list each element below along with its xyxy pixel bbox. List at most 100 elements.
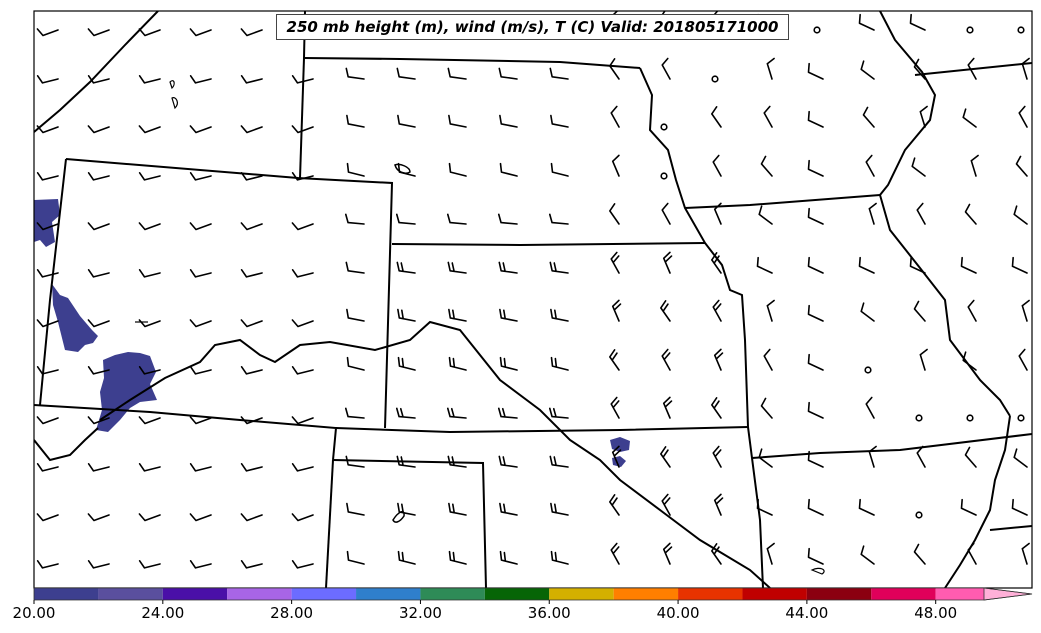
wind-barb — [858, 13, 875, 31]
wind-barb — [240, 560, 263, 569]
nebraska-boundary — [303, 57, 641, 69]
wind-barb — [346, 550, 365, 565]
wind-barb — [807, 159, 824, 177]
wind-barb — [447, 261, 467, 274]
wind-barb — [1011, 498, 1028, 516]
wind-barb — [189, 319, 212, 328]
wind-barb — [397, 308, 416, 322]
wind-barbs — [36, 11, 1030, 569]
wind-barb — [611, 154, 620, 177]
wind-barb — [662, 396, 673, 419]
wind-barb — [807, 498, 824, 516]
wind-barb — [138, 463, 161, 472]
wind-barb — [344, 213, 365, 225]
wind-barb — [807, 304, 824, 322]
lake-outline — [171, 97, 178, 110]
utah-south-boundary — [34, 404, 338, 461]
wind-barb — [548, 407, 569, 419]
colorbar-tick-label: 20.00 — [12, 604, 56, 622]
wind-barb — [499, 114, 518, 128]
mississippi-river — [878, 11, 1011, 417]
wind-barb — [138, 319, 161, 328]
wind-barb — [291, 222, 314, 231]
iowa-boundary — [914, 62, 1032, 76]
colorbar-segment — [613, 588, 679, 600]
wind-barb — [609, 58, 620, 80]
wind-barb — [291, 463, 314, 472]
wind-barb — [1018, 105, 1028, 128]
wind-barb — [87, 416, 110, 425]
calm-wind-marker — [711, 75, 719, 83]
colorbar-tick-label: 32.00 — [398, 604, 442, 622]
wind-barb — [240, 366, 263, 375]
wind-barb — [758, 205, 773, 225]
lake-outline — [392, 510, 405, 523]
missouri-north-boundary — [684, 194, 881, 209]
wind-barb — [807, 110, 824, 128]
wind-barb — [611, 299, 622, 322]
colorbar — [33, 587, 1033, 601]
map-title: 250 mb height (m), wind (m/s), T (C) Val… — [276, 14, 789, 40]
colorbar-tick-label: 44.00 — [785, 604, 829, 622]
wind-barb — [345, 261, 365, 274]
wind-barb — [916, 202, 926, 225]
map-frame — [33, 10, 1033, 589]
wind-barb — [807, 401, 824, 419]
wind-barb — [87, 560, 110, 569]
wind-barb — [611, 445, 622, 468]
wind-barb — [36, 222, 59, 231]
wind-barb — [291, 75, 314, 84]
wind-barb — [913, 543, 926, 565]
wind-barb — [711, 252, 722, 274]
wind-barb — [138, 366, 161, 375]
wind-barb — [138, 28, 161, 37]
state-boundaries — [34, 11, 1032, 588]
wind-barb — [662, 542, 673, 565]
wind-barb — [711, 106, 722, 128]
wind-barb — [138, 222, 161, 231]
wind-barb — [960, 498, 977, 516]
wind-barb — [964, 446, 977, 468]
wind-barb — [448, 502, 467, 516]
wind-barb — [550, 550, 569, 565]
wind-barb — [36, 463, 59, 472]
colorbar-segment — [227, 588, 292, 600]
wind-barb — [36, 366, 59, 375]
wind-barb — [291, 125, 314, 134]
wind-barb — [447, 455, 467, 468]
lake-outline — [394, 163, 411, 174]
colorbar-segment — [871, 588, 936, 600]
calm-wind-marker — [660, 123, 668, 131]
wind-barb — [499, 162, 518, 177]
wind-barb — [36, 28, 59, 37]
colorbar-tick-label: 36.00 — [527, 604, 571, 622]
wind-barb — [396, 261, 416, 274]
wind-barb — [397, 356, 416, 371]
wind-barb — [610, 542, 620, 565]
wind-barb — [397, 162, 416, 177]
wind-barb — [395, 407, 416, 419]
wind-barb — [756, 256, 773, 274]
wind-barb — [550, 308, 569, 322]
colorbar-segment — [678, 588, 743, 600]
wind-barb — [807, 450, 824, 468]
wind-barb — [497, 407, 518, 419]
wind-barb — [713, 348, 724, 371]
wind-barb — [36, 125, 59, 134]
wind-barb — [138, 513, 161, 522]
wind-barb — [609, 349, 620, 371]
wind-barb — [860, 302, 875, 322]
wind-barb — [240, 75, 263, 84]
wind-barb — [240, 319, 263, 328]
wind-barb — [916, 445, 926, 468]
wind-barb — [189, 560, 212, 569]
wind-barb — [913, 300, 926, 322]
wind-barb — [913, 58, 926, 80]
wind-barb — [240, 28, 263, 37]
wind-barb — [967, 57, 977, 80]
wind-barb — [550, 162, 569, 177]
wind-barb — [189, 125, 212, 134]
wind-barb — [36, 560, 59, 569]
montana-boundary — [34, 11, 159, 133]
temperature-patch — [34, 199, 60, 247]
